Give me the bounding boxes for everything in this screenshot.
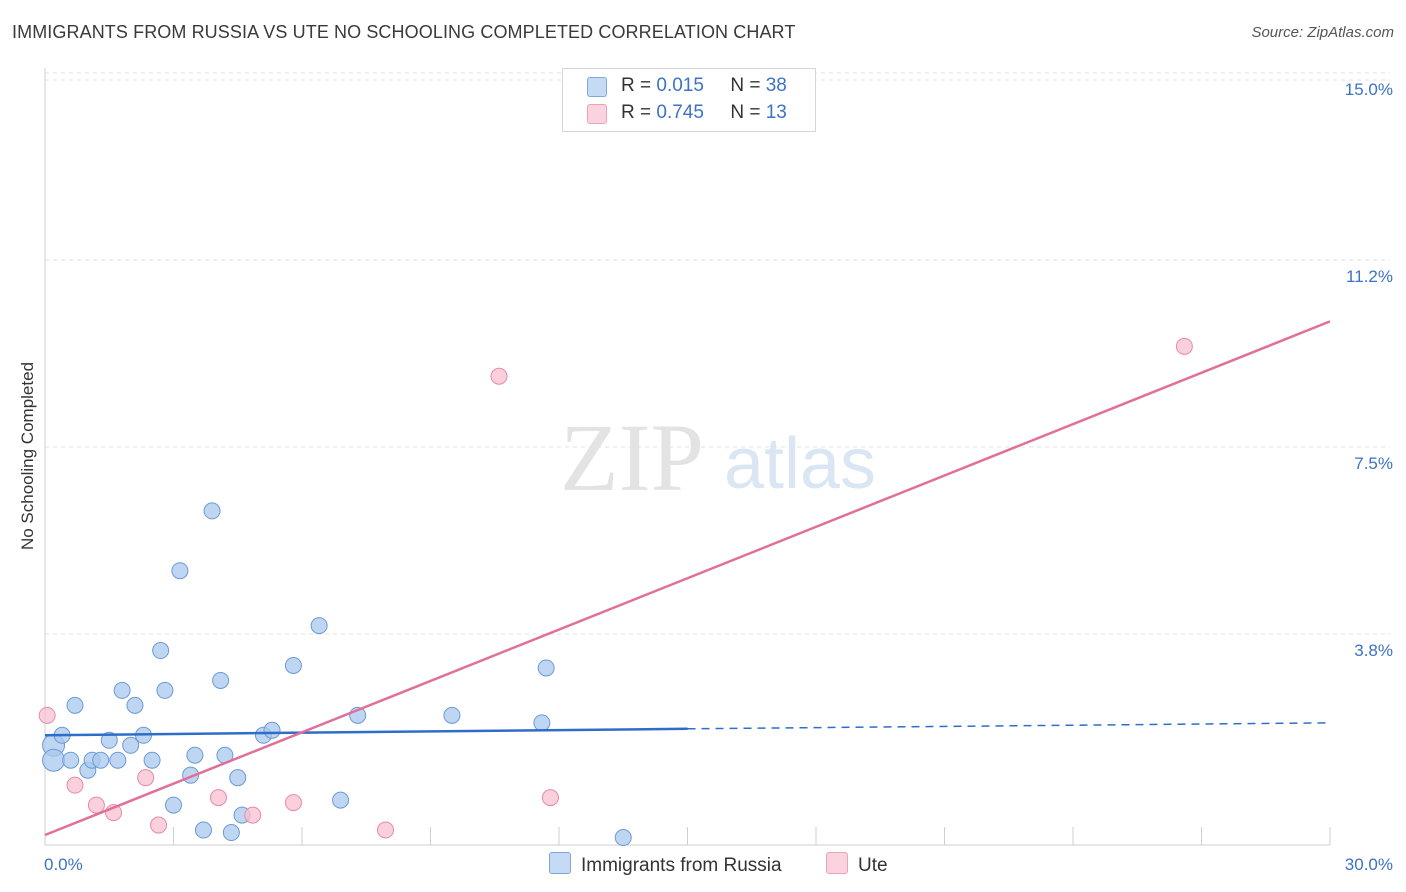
bottom-legend-label-ute: Ute [858, 855, 888, 876]
point-ute-1 [66, 776, 84, 794]
point-ute-4 [150, 816, 168, 834]
legend-text-russia: R = 0.015 N = 38 [621, 75, 787, 97]
trend-lines [44, 320, 1331, 837]
y-tick-label-1: 7.5% [1354, 454, 1393, 473]
legend-n-value-ute: 13 [765, 102, 787, 123]
point-russia-31 [310, 617, 328, 635]
point-russia-30 [284, 656, 302, 674]
point-russia-14 [143, 751, 161, 769]
series-ute-points [38, 337, 1193, 839]
point-ute-0 [38, 706, 56, 724]
source-label: Source: ZipAtlas.com [1251, 24, 1394, 41]
point-ute-7 [244, 806, 262, 824]
point-russia-4 [66, 696, 84, 714]
point-russia-17 [165, 796, 182, 814]
trend-line-russia [44, 727, 688, 737]
point-russia-10 [113, 681, 131, 699]
legend-r-value-russia: 0.015 [656, 75, 704, 96]
point-russia-22 [203, 502, 221, 520]
tick-labels: 3.8% 7.5% 11.2% 15.0% 0.0% 30.0% [44, 80, 1393, 874]
legend-n-label: N = [730, 75, 761, 96]
correlation-legend: R = 0.015 N = 38 R = 0.745 N = 13 [562, 68, 816, 132]
point-russia-20 [186, 746, 204, 764]
point-russia-26 [229, 769, 247, 787]
y-tick-label-3: 15.0% [1345, 80, 1393, 99]
legend-swatch-ute [587, 104, 607, 124]
legend-n-label: N = [730, 102, 761, 123]
x-tick-label-0: 0.0% [44, 855, 83, 874]
point-russia-16 [156, 681, 174, 699]
point-ute-6 [209, 789, 227, 807]
point-russia-1 [42, 748, 66, 772]
legend-text-ute: R = 0.745 N = 13 [621, 102, 787, 124]
x-tick-label-1: 30.0% [1345, 855, 1393, 874]
point-russia-12 [126, 696, 144, 714]
legend-r-label: R = [621, 75, 652, 96]
bottom-legend-swatch-russia [549, 852, 571, 874]
legend-n-value-russia: 38 [765, 75, 787, 96]
legend-r-value-ute: 0.745 [656, 102, 704, 123]
legend-r-label: R = [621, 102, 652, 123]
chart-title: IMMIGRANTS FROM RUSSIA VS UTE NO SCHOOLI… [12, 22, 796, 42]
point-ute-9 [377, 821, 395, 839]
point-russia-8 [100, 731, 118, 749]
point-russia-3 [62, 751, 80, 769]
legend-swatch-russia [587, 77, 607, 97]
point-russia-25 [222, 824, 240, 842]
point-ute-5 [137, 769, 155, 787]
point-russia-21 [194, 821, 212, 839]
point-ute-10 [490, 367, 508, 385]
point-russia-7 [92, 751, 110, 769]
point-russia-34 [443, 706, 461, 724]
trend-line-russia-extension [687, 722, 1331, 730]
y-tick-label-2: 11.2% [1346, 267, 1393, 286]
point-russia-32 [332, 791, 350, 809]
point-russia-29 [263, 721, 281, 739]
watermark-atlas: atlas [724, 424, 876, 504]
point-ute-11 [541, 789, 559, 807]
point-russia-18 [171, 562, 189, 580]
point-russia-37 [614, 829, 632, 847]
watermark: ZIP atlas [560, 404, 876, 511]
point-russia-36 [537, 659, 555, 677]
bottom-legend-swatch-ute [826, 852, 848, 874]
point-russia-35 [533, 714, 551, 732]
bottom-legend-label-russia: Immigrants from Russia [581, 855, 782, 876]
point-ute-12 [1175, 337, 1193, 355]
point-ute-2 [87, 796, 105, 814]
bottom-legend-ute: Ute [826, 852, 888, 877]
point-russia-9 [109, 751, 127, 769]
trend-line-ute [44, 320, 1331, 837]
watermark-zip: ZIP [560, 404, 704, 511]
point-russia-23 [212, 671, 230, 689]
point-russia-11 [122, 736, 140, 754]
point-ute-8 [284, 794, 302, 812]
point-russia-15 [152, 642, 170, 660]
y-tick-label-0: 3.8% [1354, 641, 1393, 660]
bottom-legend-russia: Immigrants from Russia [549, 852, 782, 877]
